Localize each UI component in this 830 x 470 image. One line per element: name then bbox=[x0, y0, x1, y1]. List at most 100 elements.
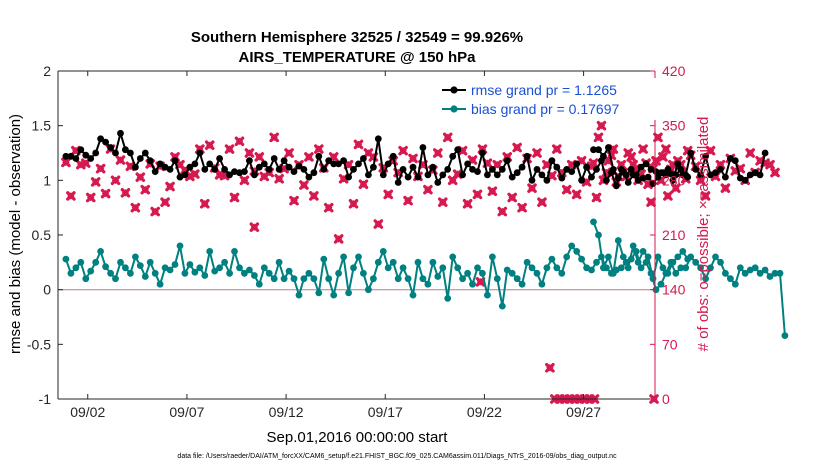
rmse-marker bbox=[275, 166, 283, 173]
obs-possible-marker bbox=[314, 144, 324, 154]
bias-marker bbox=[669, 258, 677, 266]
bias-marker bbox=[419, 275, 427, 283]
y-tick-label-right: 70 bbox=[662, 336, 678, 352]
obs-possible-marker bbox=[646, 197, 656, 207]
obs-possible-marker-c bbox=[513, 143, 521, 152]
obs-assimilated-marker-c bbox=[250, 223, 259, 231]
bias-marker bbox=[731, 280, 739, 288]
obs-possible-marker-c bbox=[87, 193, 95, 202]
legend-rmse-marker bbox=[450, 86, 458, 94]
rmse-marker bbox=[126, 149, 134, 157]
rmse-marker bbox=[627, 166, 635, 173]
bias-marker bbox=[355, 253, 362, 261]
obs-possible-marker bbox=[115, 155, 126, 165]
obs-possible-marker bbox=[299, 180, 309, 190]
rmse-marker bbox=[370, 163, 377, 171]
obs-possible-marker bbox=[61, 157, 71, 168]
bias-marker bbox=[588, 266, 595, 274]
bias-marker bbox=[216, 264, 224, 272]
rmse-marker bbox=[595, 146, 602, 154]
bias-marker bbox=[474, 264, 481, 272]
bias-marker bbox=[684, 255, 692, 263]
rmse-marker bbox=[211, 166, 219, 173]
rmse-marker bbox=[669, 176, 677, 184]
obs-possible-marker-c bbox=[746, 149, 754, 157]
rmse-marker bbox=[186, 163, 194, 171]
rmse-marker bbox=[459, 171, 466, 179]
bias-marker bbox=[771, 269, 779, 277]
bias-marker bbox=[533, 269, 541, 277]
rmse-marker bbox=[221, 166, 229, 173]
obs-possible-marker bbox=[284, 148, 294, 158]
rmse-marker bbox=[82, 151, 90, 159]
rmse-marker bbox=[419, 144, 427, 151]
bias-marker bbox=[117, 258, 124, 266]
rmse-marker bbox=[246, 157, 253, 165]
obs-possible-marker-c bbox=[111, 176, 120, 185]
rmse-marker bbox=[692, 166, 700, 173]
obs-possible-marker-c bbox=[225, 145, 234, 153]
obs-possible-marker bbox=[373, 219, 384, 229]
obs-possible-marker-c bbox=[766, 161, 774, 169]
obs-assimilated-marker bbox=[545, 362, 555, 373]
rmse-marker bbox=[741, 176, 749, 184]
obs-possible-marker bbox=[487, 186, 498, 197]
bias-marker bbox=[196, 264, 204, 272]
obs-possible-marker bbox=[383, 189, 394, 200]
obs-possible-marker bbox=[100, 188, 111, 199]
bias-marker bbox=[498, 302, 506, 310]
rmse-marker bbox=[590, 146, 597, 154]
bias-marker bbox=[523, 258, 531, 266]
bias-marker bbox=[186, 261, 194, 268]
bias-marker bbox=[325, 275, 333, 283]
bias-marker bbox=[404, 275, 412, 283]
obs-possible-marker bbox=[199, 198, 210, 209]
rmse-marker bbox=[558, 174, 566, 182]
bias-marker bbox=[652, 286, 660, 294]
rmse-marker bbox=[674, 160, 682, 168]
rmse-marker bbox=[374, 135, 382, 143]
rmse-marker bbox=[305, 173, 313, 181]
rmse-marker bbox=[756, 171, 764, 179]
rmse-marker bbox=[340, 157, 347, 165]
obs-assimilated-marker bbox=[475, 277, 486, 287]
bias-marker bbox=[265, 269, 273, 277]
bias-marker bbox=[429, 258, 437, 266]
rmse-marker bbox=[493, 171, 501, 179]
rmse-marker bbox=[464, 160, 471, 168]
rmse-marker bbox=[474, 168, 481, 176]
rmse-marker bbox=[687, 149, 695, 157]
bias-marker bbox=[781, 332, 789, 339]
bias-marker bbox=[590, 218, 597, 226]
obs-possible-marker bbox=[408, 153, 418, 164]
rmse-marker bbox=[637, 163, 645, 171]
rmse-marker bbox=[310, 169, 318, 177]
obs-possible-marker bbox=[224, 144, 235, 154]
rmse-marker bbox=[439, 171, 447, 179]
bias-marker bbox=[672, 269, 680, 277]
bias-marker bbox=[151, 269, 159, 277]
obs-possible-marker bbox=[239, 175, 250, 186]
rmse-marker bbox=[335, 160, 342, 168]
bias-marker bbox=[370, 275, 377, 283]
bias-marker bbox=[399, 264, 407, 272]
rmse-marker bbox=[684, 173, 692, 181]
bias-marker bbox=[97, 248, 104, 255]
obs-possible-marker-c bbox=[528, 184, 536, 192]
bias-marker bbox=[761, 266, 769, 274]
rmse-marker bbox=[206, 160, 214, 168]
bias-marker bbox=[543, 264, 551, 272]
rmse-marker bbox=[379, 171, 387, 179]
rmse-marker bbox=[702, 152, 709, 160]
obs-possible-marker-c bbox=[543, 161, 551, 169]
bias-marker bbox=[639, 248, 647, 255]
obs-possible-marker-c bbox=[121, 189, 130, 197]
bias-marker bbox=[756, 269, 764, 277]
bias-marker bbox=[77, 258, 85, 266]
bias-marker bbox=[766, 273, 774, 280]
rmse-marker bbox=[614, 174, 622, 182]
obs-possible-marker bbox=[85, 192, 96, 203]
obs-possible-marker bbox=[110, 175, 121, 186]
obs-possible-marker bbox=[348, 198, 359, 209]
legend-box bbox=[438, 78, 656, 120]
